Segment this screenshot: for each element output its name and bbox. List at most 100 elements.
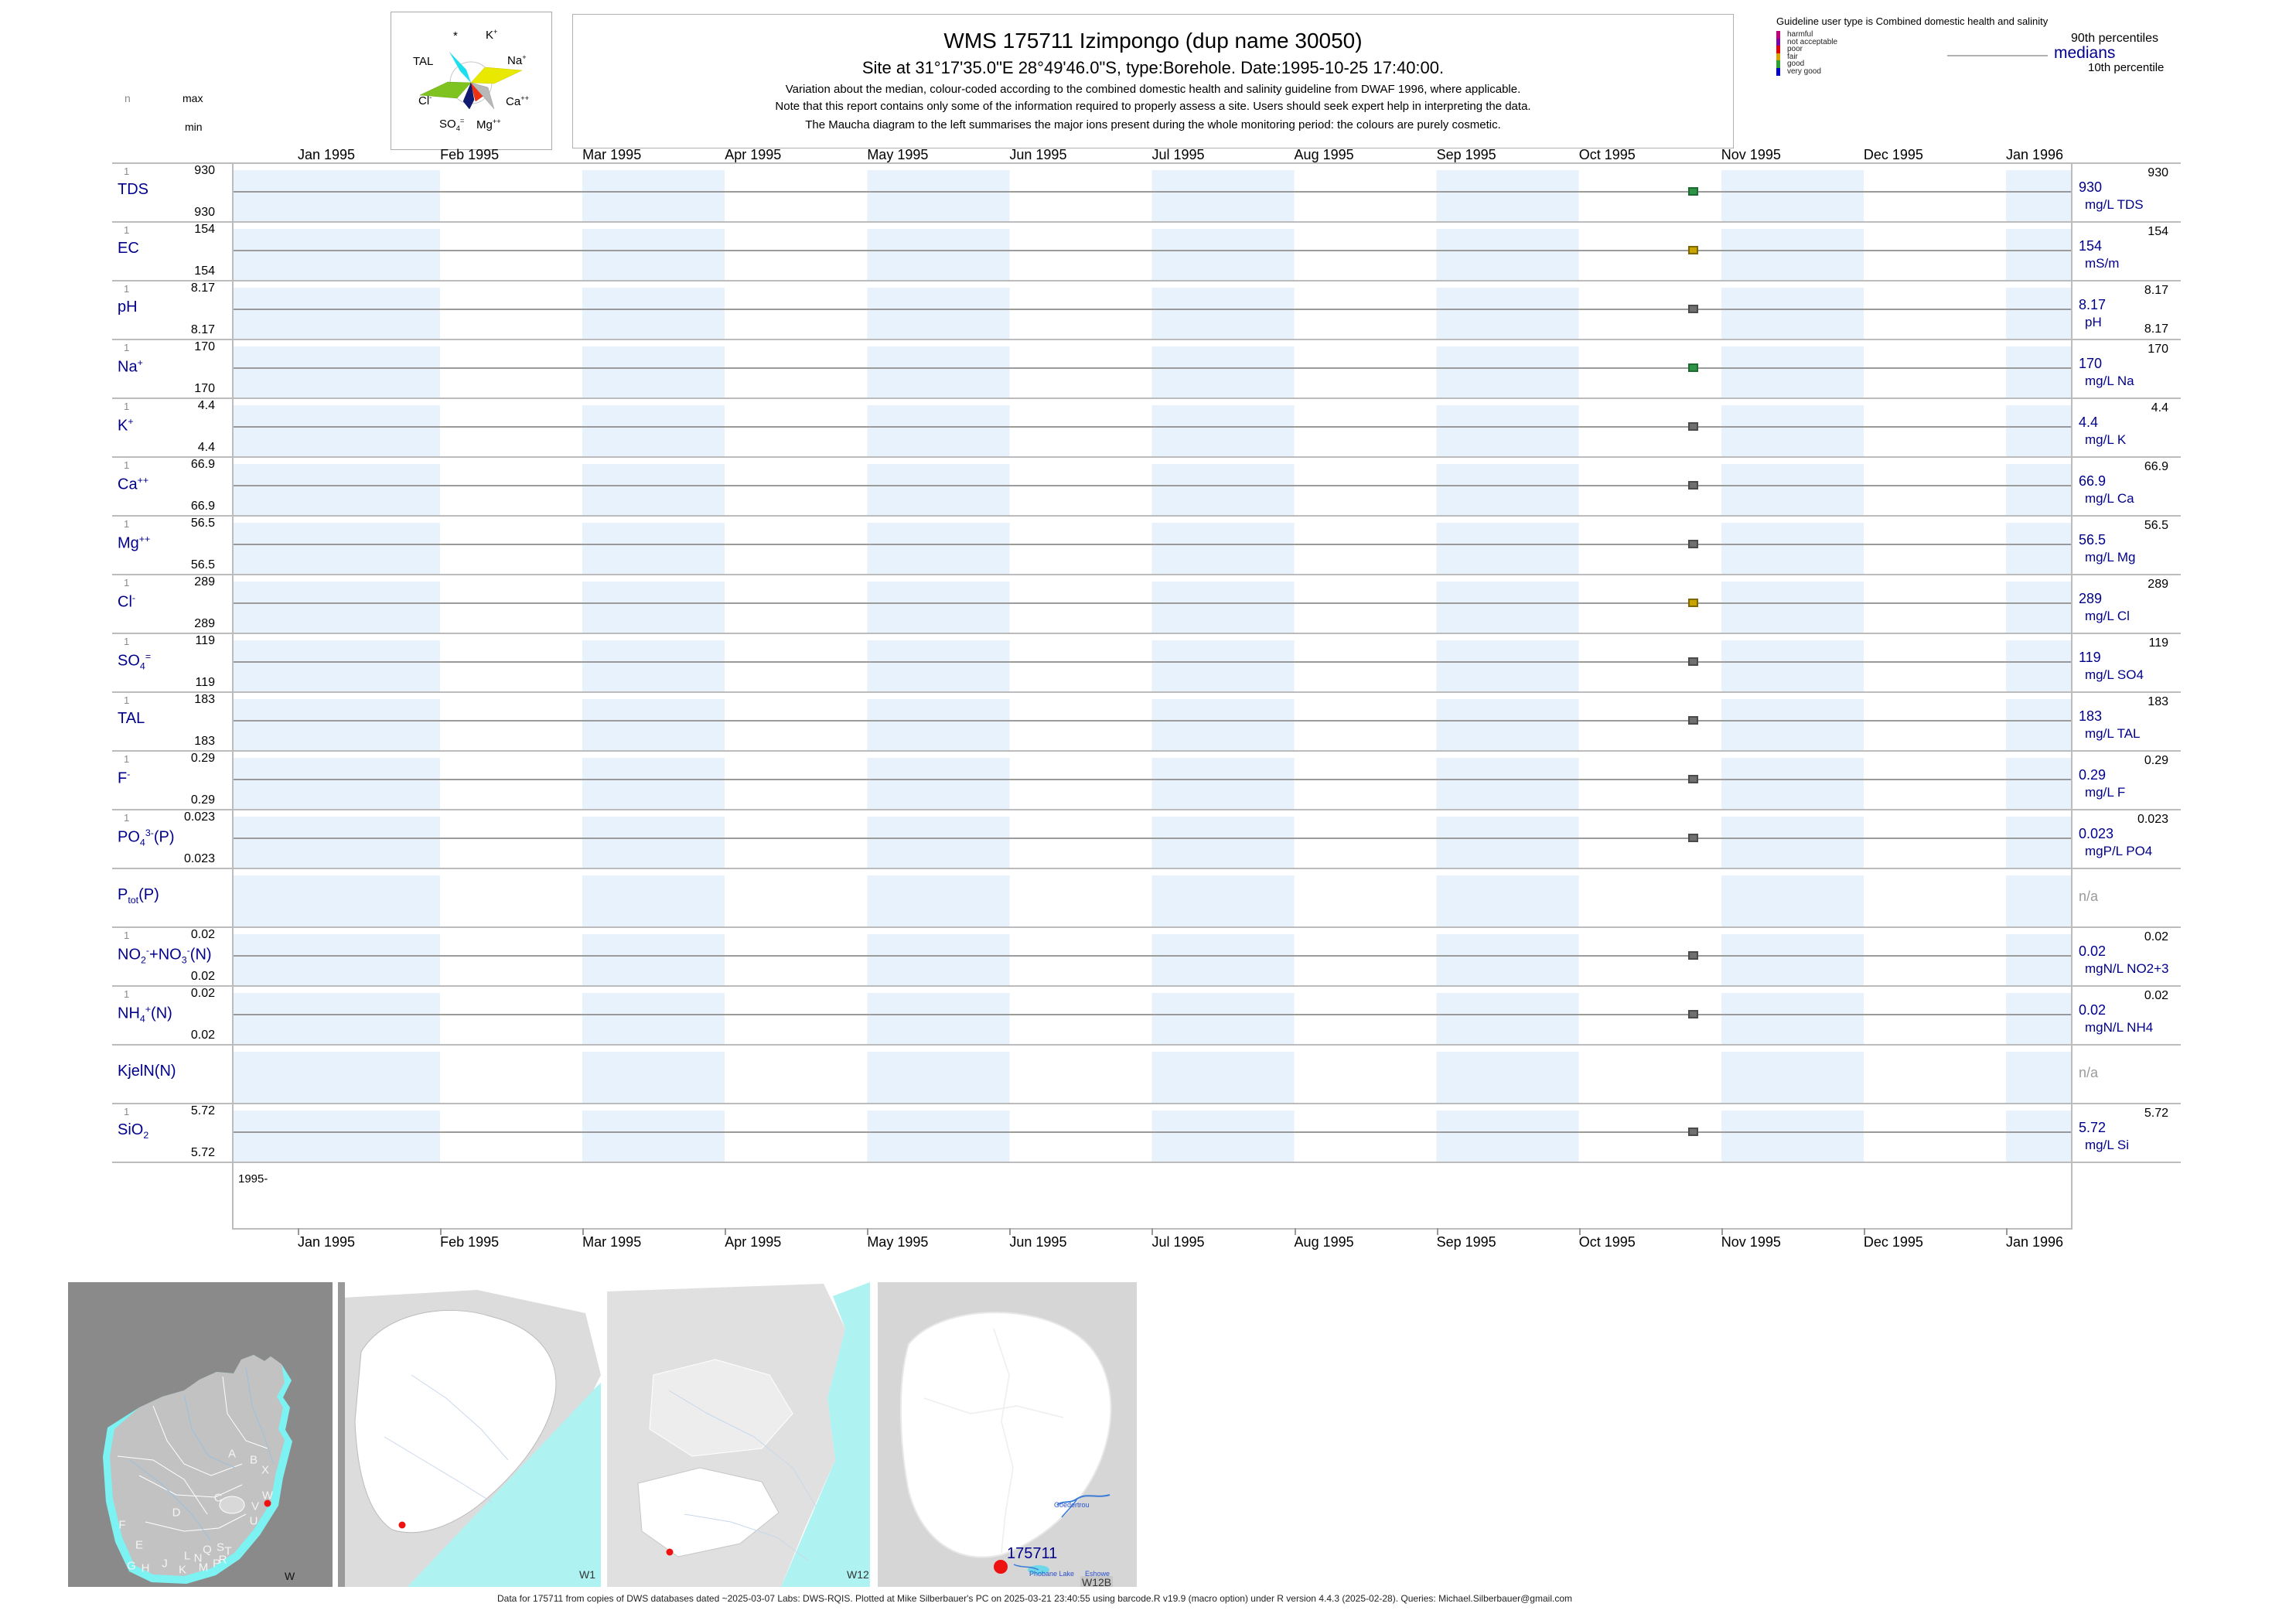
unit-label: mg/L Na <box>2085 374 2134 388</box>
param-row-k: 1 4.4 K+ 4.4 4.4 4.4 mg/L K <box>0 397 2296 456</box>
region-letter: X <box>261 1463 270 1477</box>
median-line <box>233 838 2072 839</box>
sample-count: 1 <box>124 224 130 236</box>
median-line <box>233 720 2072 722</box>
maucha-label-k: K+ <box>486 28 498 42</box>
axis-month-label: Mar 1995 <box>582 147 642 162</box>
axis-tick <box>440 1228 442 1235</box>
param-row-ec: 1 154 EC 154 154 154 mS/m <box>0 221 2296 280</box>
max-value: 154 <box>194 223 215 236</box>
legend-class-not-acceptable: not acceptable <box>1776 38 1837 46</box>
plot-left-border <box>232 162 234 1228</box>
month-bands <box>233 993 2072 1044</box>
maucha-label-mg: Mg++ <box>476 118 501 131</box>
param-row-ph: 1 8.17 pH 8.17 8.17 8.17 pH 8.17 <box>0 280 2296 339</box>
sample-marker <box>1688 246 1698 254</box>
min-value: 930 <box>194 206 215 219</box>
min-value: 0.02 <box>190 970 215 983</box>
axis-month-label: Feb 1995 <box>440 1234 500 1250</box>
median-value: 56.5 <box>2079 532 2107 548</box>
region-letter: M <box>198 1561 209 1575</box>
note-maucha: The Maucha diagram to the left summarise… <box>805 118 1501 131</box>
max-value: 0.02 <box>190 928 215 941</box>
unit-label: mg/L TAL <box>2085 726 2141 741</box>
title-panel: WMS 175711 Izimpongo (dup name 30050) Si… <box>572 14 1734 148</box>
p90-legend-label: 90th percentiles <box>2071 32 2158 45</box>
median-value: 930 <box>2079 179 2103 195</box>
row-divider <box>112 1162 2181 1163</box>
unit-label: mgN/L NH4 <box>2085 1020 2154 1035</box>
median-line <box>233 191 2072 193</box>
min-value: 4.4 <box>197 441 215 454</box>
sample-marker <box>1688 187 1698 196</box>
sample-marker <box>1688 1010 1698 1018</box>
map-label-w: W <box>285 1570 295 1582</box>
plot-right-border <box>2071 162 2073 1228</box>
median-legend-label: medians <box>2054 44 2116 62</box>
map-primary-region-w: W1 <box>338 1282 601 1587</box>
param-row-cl: 1 289 Cl- 289 289 289 mg/L Cl <box>0 574 2296 633</box>
note-variation: Variation about the median, colour-coded… <box>785 83 1521 96</box>
axis-tick <box>1863 1228 1865 1235</box>
axis-month-label: Feb 1995 <box>440 147 500 162</box>
median-value: 0.023 <box>2079 826 2114 841</box>
axis-tick <box>867 1228 869 1235</box>
month-bands <box>233 934 2072 985</box>
maucha-label-ca: Ca++ <box>506 94 530 108</box>
axis-month-label: Oct 1995 <box>1578 1234 1636 1250</box>
median-value: 5.72 <box>2079 1120 2107 1135</box>
region-w12-map-graphic <box>607 1282 870 1587</box>
max-value: 5.72 <box>190 1104 215 1117</box>
region-letter: G <box>127 1559 136 1573</box>
axis-month-label: Apr 1995 <box>725 1234 782 1250</box>
param-row-po4: 1 0.023 PO43-(P) 0.023 0.023 0.023 mgP/L… <box>0 809 2296 868</box>
unit-label: mg/L Si <box>2085 1138 2130 1152</box>
axis-tick <box>298 1228 299 1235</box>
sample-count: 1 <box>124 636 130 647</box>
stats-min-header: min <box>185 121 203 133</box>
sample-count: 1 <box>124 459 130 471</box>
maucha-label-tal: TAL <box>413 55 434 68</box>
axis-month-label: Jul 1995 <box>1151 1234 1205 1250</box>
param-row-sio2: 1 5.72 SiO2 5.72 5.72 5.72 mg/L Si <box>0 1103 2296 1162</box>
region-letter: Q <box>203 1543 212 1557</box>
axis-tick <box>2005 1228 2008 1235</box>
max-value: 170 <box>194 340 215 353</box>
param-name: SiO2 <box>118 1121 149 1141</box>
sample-marker <box>1688 657 1698 666</box>
axis-month-label: Nov 1995 <box>1721 1234 1781 1250</box>
month-bands <box>233 817 2072 868</box>
site-marker <box>398 1521 406 1529</box>
p10-legend-label: 10th percentile <box>2088 61 2165 74</box>
median-line <box>233 779 2072 780</box>
axis-month-label: May 1995 <box>867 1234 929 1250</box>
map-label-w1: W1 <box>579 1568 595 1581</box>
month-bands <box>233 288 2072 339</box>
color-chip <box>1776 60 1780 69</box>
min-value: 154 <box>194 264 215 278</box>
region-letter: W <box>261 1489 274 1503</box>
site-marker <box>666 1548 674 1556</box>
p90-value: 119 <box>2148 636 2168 650</box>
region-letter: D <box>172 1506 181 1520</box>
min-value: 8.17 <box>190 323 215 336</box>
sample-marker <box>1688 775 1698 783</box>
region-letter: A <box>227 1447 237 1461</box>
region-letter: C <box>213 1491 223 1505</box>
median-legend-line <box>1947 55 2048 56</box>
axis-tick <box>1721 1228 1723 1235</box>
p90-value: 0.29 <box>2144 754 2168 767</box>
region-letter: T <box>224 1544 232 1558</box>
param-row-tds: 1 930 TDS 930 930 930 mg/L TDS <box>0 162 2296 221</box>
color-chip <box>1776 68 1780 76</box>
max-value: 0.29 <box>190 752 215 765</box>
unit-label: mgN/L NO2+3 <box>2085 961 2169 976</box>
axis-month-label: Jan 1996 <box>2005 1234 2064 1250</box>
min-value: 56.5 <box>190 558 215 571</box>
median-line <box>233 955 2072 957</box>
sample-marker <box>1688 834 1698 842</box>
param-row-so4: 1 119 SO4= 119 119 119 mg/L SO4 <box>0 633 2296 691</box>
region-letter: L <box>183 1549 191 1563</box>
sample-count: 1 <box>124 694 130 706</box>
param-name: Mg++ <box>118 534 151 552</box>
